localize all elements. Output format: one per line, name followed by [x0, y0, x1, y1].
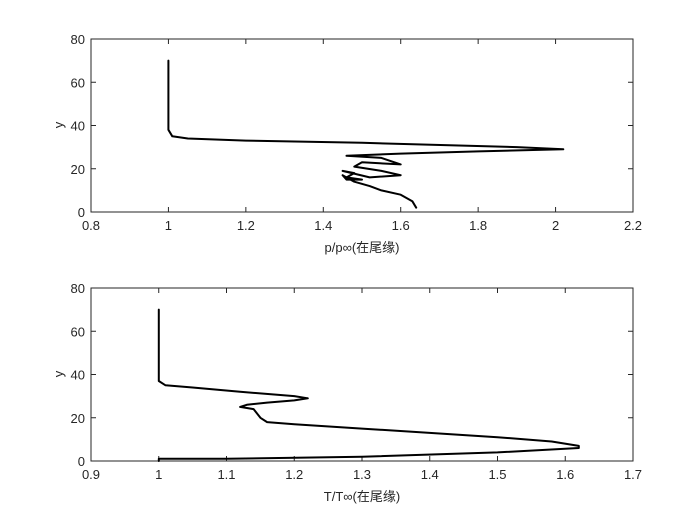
temperature-ticks: 0.9 1 1.1 1.2 1.3 1.4 1.5 1.6 1.7 0 20 40 60 80 [71, 281, 643, 482]
temperature-axes-box [90, 287, 634, 462]
temperature-xlabel: T/T∞(在尾缘) [324, 489, 400, 504]
temperature-ytick-label: 20 [71, 411, 85, 426]
pressure-xtick-label: 1.2 [237, 218, 255, 233]
pressure-ticks: 0.8 1 1.2 1.4 1.6 1.8 2 2.2 0 20 40 60 80 [71, 32, 643, 233]
temperature-ytick-label: 60 [71, 324, 85, 339]
pressure-ytick-label: 80 [71, 32, 85, 47]
pressure-ytick-label: 40 [71, 119, 85, 134]
temperature-subplot: 0.9 1 1.1 1.2 1.3 1.4 1.5 1.6 1.7 0 20 40 60 80 T/T∞(… [51, 281, 642, 504]
pressure-ylabel: y [51, 121, 66, 128]
temperature-xtick-label: 1.4 [421, 467, 439, 482]
pressure-xtick-label: 1 [165, 218, 172, 233]
pressure-xtick-label: 2.2 [624, 218, 642, 233]
temperature-xtick-label: 1 [155, 467, 162, 482]
pressure-ytick-label: 20 [71, 162, 85, 177]
pressure-series-line [167, 59, 565, 209]
pressure-axes-box [90, 38, 634, 213]
pressure-xtick-label: 1.4 [314, 218, 332, 233]
temperature-ytick-label: 0 [78, 454, 85, 469]
temperature-xtick-label: 1.3 [353, 467, 371, 482]
pressure-ytick-label: 0 [78, 205, 85, 220]
temperature-ytick-label: 80 [71, 281, 85, 296]
pressure-xtick-label: 2 [552, 218, 559, 233]
temperature-ylabel: y [51, 370, 66, 377]
temperature-xtick-label: 1.7 [624, 467, 642, 482]
temperature-xtick-label: 1.6 [556, 467, 574, 482]
temperature-xtick-label: 1.1 [217, 467, 235, 482]
temperature-xtick-label: 1.5 [488, 467, 506, 482]
pressure-xtick-label: 1.8 [469, 218, 487, 233]
temperature-series-line [157, 308, 580, 462]
pressure-xtick-label: 1.6 [392, 218, 410, 233]
temperature-ytick-label: 40 [71, 368, 85, 383]
pressure-ytick-label: 60 [71, 75, 85, 90]
pressure-xlabel: p/p∞(在尾缘) [325, 240, 400, 255]
temperature-xtick-label: 1.2 [285, 467, 303, 482]
pressure-xtick-label: 0.8 [82, 218, 100, 233]
temperature-xtick-label: 0.9 [82, 467, 100, 482]
